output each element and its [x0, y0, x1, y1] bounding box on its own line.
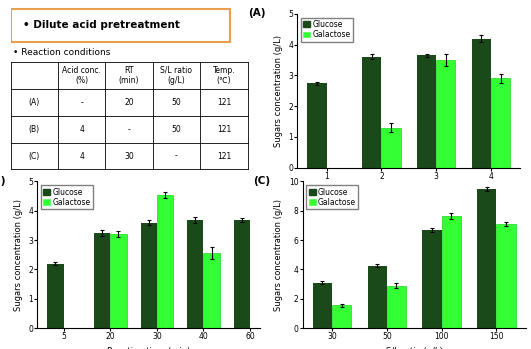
X-axis label: Acid concentration (%): Acid concentration (%) — [361, 186, 457, 195]
Bar — [436, 60, 456, 168]
Text: 20: 20 — [124, 98, 134, 107]
Text: RT
(min): RT (min) — [119, 66, 139, 86]
Bar — [417, 55, 436, 168]
Text: • Dilute acid pretreatment: • Dilute acid pretreatment — [23, 20, 179, 30]
Y-axis label: Sugars concentration (g/L): Sugars concentration (g/L) — [274, 35, 283, 147]
Text: -: - — [175, 151, 178, 161]
Bar — [442, 216, 461, 328]
Text: 121: 121 — [217, 98, 231, 107]
Bar — [141, 223, 157, 328]
Text: 121: 121 — [217, 125, 231, 134]
Bar — [422, 230, 442, 328]
Text: (A): (A) — [29, 98, 40, 107]
Bar — [362, 57, 381, 168]
FancyBboxPatch shape — [11, 9, 230, 42]
Bar — [234, 220, 250, 328]
Bar — [94, 233, 110, 328]
Bar — [187, 220, 203, 328]
Bar — [367, 266, 387, 328]
Bar — [491, 79, 510, 168]
Bar — [381, 128, 401, 168]
Text: Temp.
(℃): Temp. (℃) — [212, 66, 235, 86]
Text: 4: 4 — [79, 125, 84, 134]
Text: (B): (B) — [29, 125, 40, 134]
Bar — [313, 283, 332, 328]
Legend: Glucose, Galactose: Glucose, Galactose — [301, 18, 353, 42]
Text: (B): (B) — [0, 176, 6, 186]
Text: Acid conc.
(%): Acid conc. (%) — [62, 66, 101, 86]
Bar — [472, 38, 491, 168]
Text: S/L ratio
(g/L): S/L ratio (g/L) — [160, 66, 192, 86]
Bar — [496, 224, 516, 328]
Y-axis label: Sugars concentration (g/L): Sugars concentration (g/L) — [14, 199, 23, 311]
Bar — [110, 234, 126, 328]
Text: 4: 4 — [79, 151, 84, 161]
Text: 50: 50 — [172, 98, 182, 107]
Legend: Glucose, Galactose: Glucose, Galactose — [41, 185, 93, 209]
Text: 30: 30 — [124, 151, 134, 161]
Text: (C): (C) — [29, 151, 40, 161]
Text: -: - — [80, 98, 83, 107]
Bar — [203, 253, 220, 328]
Bar — [47, 263, 64, 328]
Bar — [387, 285, 406, 328]
Text: 50: 50 — [172, 125, 182, 134]
Text: -: - — [128, 125, 131, 134]
Bar — [307, 83, 327, 168]
Text: 121: 121 — [217, 151, 231, 161]
Text: (A): (A) — [249, 8, 266, 18]
Text: (C): (C) — [254, 176, 271, 186]
Bar — [332, 305, 351, 328]
X-axis label: S/L ratio (g/L): S/L ratio (g/L) — [386, 347, 442, 349]
Legend: Glucose, Galactose: Glucose, Galactose — [306, 185, 358, 209]
Y-axis label: Sugars concentration (g/L): Sugars concentration (g/L) — [275, 199, 284, 311]
Bar — [157, 195, 173, 328]
Bar — [477, 189, 496, 328]
X-axis label: Reaction time (min): Reaction time (min) — [107, 347, 190, 349]
Text: • Reaction conditions: • Reaction conditions — [13, 48, 110, 57]
